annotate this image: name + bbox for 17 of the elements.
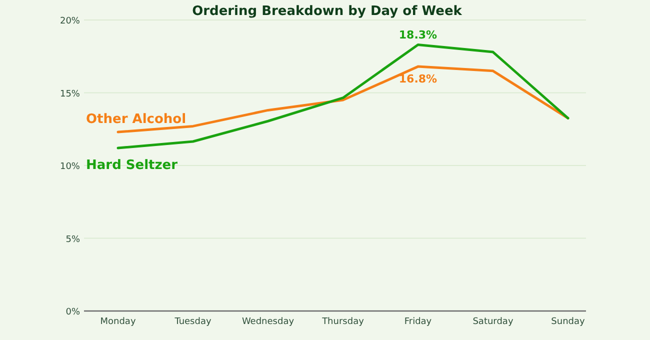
x-tick-label: Tuesday	[174, 317, 212, 327]
y-tick-label: 5%	[66, 234, 80, 245]
y-tick-label: 0%	[66, 308, 80, 318]
chart-title: Ordering Breakdown by Day of Week	[192, 4, 462, 19]
y-tick-label: 15%	[60, 89, 80, 100]
x-tick-label: Thursday	[321, 317, 365, 327]
x-tick-label: Monday	[100, 317, 136, 327]
y-tick-label: 20%	[60, 16, 80, 26]
data-label: 18.3%	[398, 28, 438, 42]
y-tick-label: 10%	[60, 162, 80, 172]
series-label: Hard Seltzer	[86, 158, 178, 174]
x-tick-label: Saturday	[472, 317, 514, 327]
x-tick-label: Sunday	[551, 317, 586, 327]
series-label: Other Alcohol	[86, 112, 186, 128]
x-tick-label: Wednesday	[242, 317, 295, 327]
data-label: 16.8%	[398, 72, 438, 86]
x-tick-label: Friday	[404, 317, 432, 327]
